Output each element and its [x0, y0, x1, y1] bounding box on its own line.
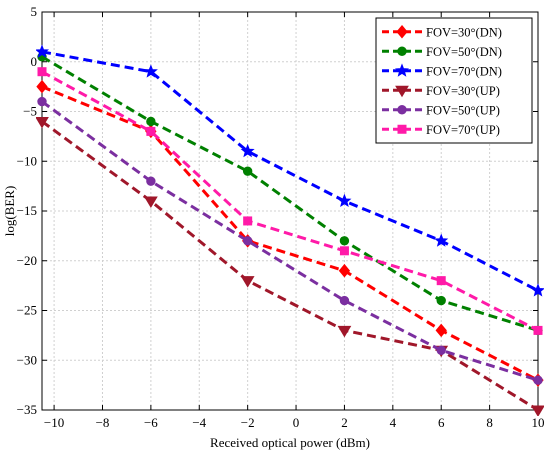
y-tick-label: −30	[17, 352, 37, 367]
data-point	[337, 193, 352, 208]
series-line	[41, 120, 539, 412]
x-tick-label: 2	[341, 415, 348, 430]
x-tick-label: 4	[390, 415, 397, 430]
data-point	[436, 276, 446, 286]
data-point	[339, 246, 349, 256]
legend-marker	[397, 105, 407, 115]
data-point	[436, 295, 446, 306]
data-point	[36, 44, 50, 58]
y-tick-label: −5	[23, 104, 37, 119]
legend-label: FOV=30°(DN)	[426, 25, 502, 39]
legend-entry: FOV=50°(UP)	[382, 103, 500, 117]
data-point	[37, 96, 47, 107]
legend-marker	[396, 24, 408, 39]
data-point	[338, 263, 351, 278]
x-tick-label: 0	[293, 415, 300, 430]
data-point	[242, 166, 253, 176]
y-axis-label: log(BER)	[2, 186, 17, 237]
legend-marker	[395, 85, 409, 98]
x-tick-label: −8	[96, 415, 110, 430]
series-line	[41, 55, 539, 332]
y-tick-label: −25	[17, 303, 37, 318]
x-axis-label: Received optical power (dBm)	[210, 435, 370, 450]
legend-marker	[397, 124, 407, 134]
series-6	[37, 67, 543, 335]
y-tick-label: 0	[31, 54, 38, 69]
data-point	[36, 116, 49, 129]
legend-label: FOV=70°(UP)	[426, 123, 500, 137]
data-point	[36, 79, 48, 94]
data-point	[435, 323, 447, 338]
series-line	[41, 100, 539, 382]
x-tick-label: −10	[44, 415, 64, 430]
x-tick-label: −2	[241, 415, 255, 430]
x-tick-label: −6	[144, 415, 158, 430]
data-point	[146, 116, 156, 127]
data-point	[436, 345, 446, 355]
legend-entry: FOV=50°(DN)	[382, 45, 502, 59]
data-point	[339, 236, 350, 246]
series-layer	[36, 44, 544, 416]
data-point	[143, 196, 158, 209]
x-tick-label: −4	[192, 415, 206, 430]
y-tick-label: −35	[17, 402, 37, 417]
y-tick-label: 5	[31, 4, 38, 19]
data-point	[146, 176, 156, 186]
legend-marker	[394, 63, 410, 77]
data-point	[243, 216, 253, 226]
legend-entry: FOV=30°(DN)	[382, 24, 502, 39]
data-point	[533, 375, 543, 385]
data-point	[531, 405, 544, 416]
data-point	[337, 325, 352, 338]
series-3	[36, 44, 544, 297]
y-tick-label: −10	[17, 153, 37, 168]
series-5	[37, 96, 543, 385]
x-tick-label: 8	[486, 415, 493, 430]
y-tick-label: −15	[17, 203, 37, 218]
legend-label: FOV=50°(UP)	[426, 103, 500, 117]
legend-entry: FOV=70°(DN)	[382, 63, 502, 78]
data-point	[240, 276, 255, 288]
legend-label: FOV=30°(UP)	[426, 84, 500, 98]
series-4	[36, 116, 544, 416]
legend-label: FOV=50°(DN)	[426, 45, 502, 59]
y-tick-label: −20	[17, 253, 37, 268]
legend-entry: FOV=70°(UP)	[382, 123, 500, 137]
legend-marker	[397, 46, 407, 56]
series-line	[41, 70, 539, 332]
data-point	[37, 67, 47, 77]
data-point	[143, 64, 158, 78]
data-point	[242, 236, 253, 246]
legend: FOV=30°(DN) FOV=50°(DN) FOV=70°(DN) FOV=30°…	[375, 17, 533, 144]
legend-box	[375, 17, 533, 144]
x-tick-label: 6	[438, 415, 445, 430]
data-point	[339, 295, 350, 306]
legend-label: FOV=70°(DN)	[426, 64, 502, 78]
x-tick-label: 10	[532, 415, 545, 430]
data-point	[146, 126, 156, 136]
series-line	[41, 50, 539, 292]
legend-entry: FOV=30°(UP)	[382, 84, 500, 98]
data-point	[240, 143, 255, 158]
data-point	[530, 283, 544, 297]
data-point	[434, 233, 449, 247]
data-point	[533, 325, 543, 335]
series-line	[41, 85, 539, 382]
